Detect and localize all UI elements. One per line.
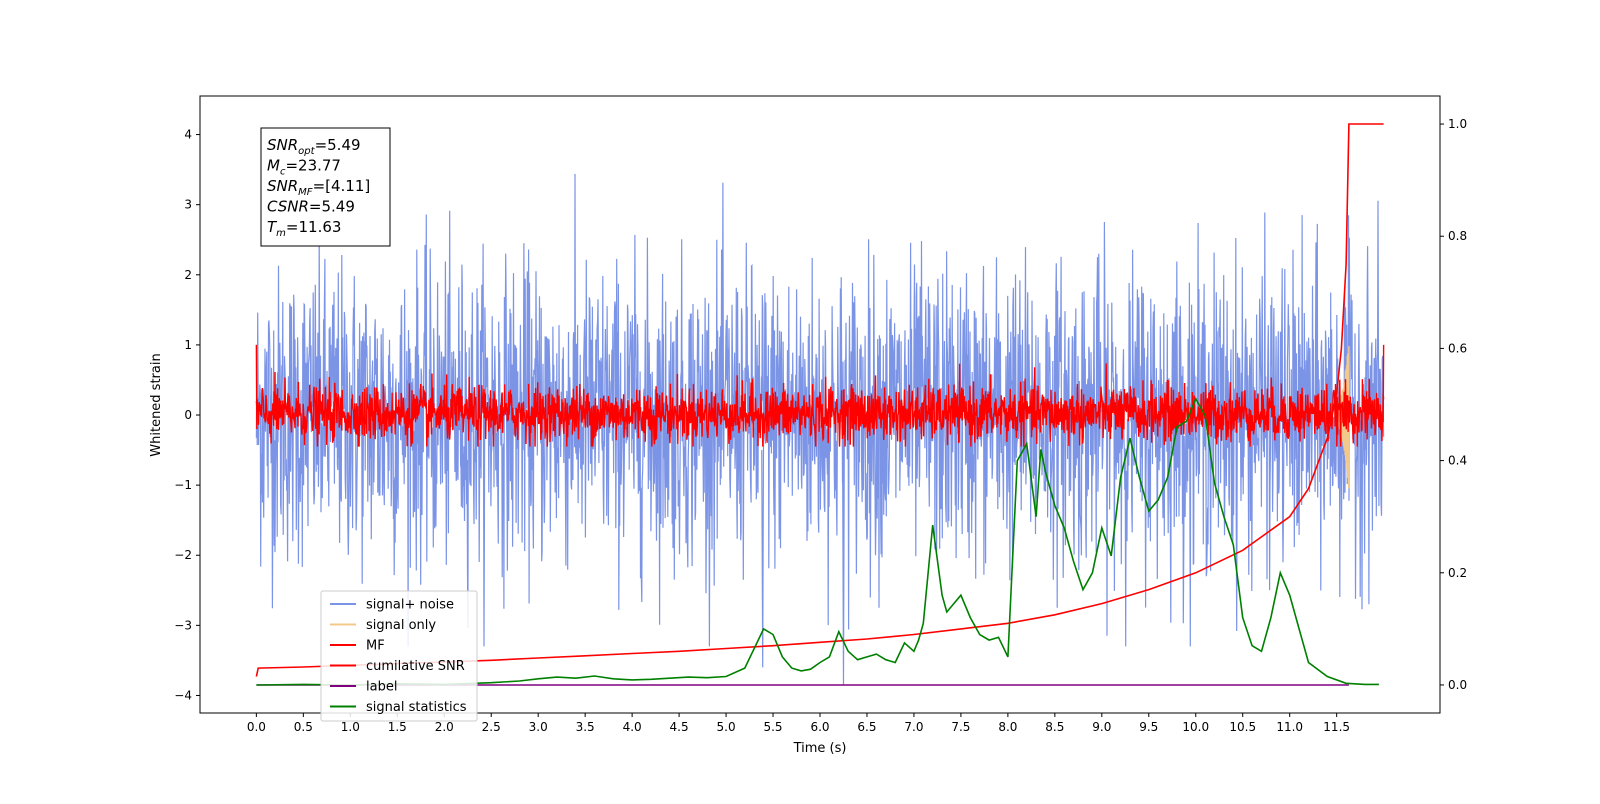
y-tick-label: −3 bbox=[174, 618, 192, 632]
y-tick-label: −2 bbox=[174, 548, 192, 562]
annotation-line: Tm=11.63 bbox=[267, 218, 341, 239]
legend-label: signal statistics bbox=[366, 700, 467, 715]
x-tick-label: 7.5 bbox=[951, 720, 970, 734]
x-tick-label: 3.5 bbox=[576, 720, 595, 734]
x-tick-label: 11.0 bbox=[1276, 720, 1303, 734]
x-tick-label: 4.0 bbox=[623, 720, 642, 734]
series-mf-edges bbox=[255, 344, 1385, 430]
series-signal-statistics-line bbox=[256, 397, 1379, 686]
series-mf-line bbox=[255, 363, 1385, 447]
annotation-frame bbox=[260, 127, 391, 247]
legend-label: signal+ noise bbox=[366, 598, 454, 613]
series-signal-only-line bbox=[1336, 346, 1350, 489]
x-tick-label: 2.5 bbox=[482, 720, 501, 734]
x-tick-label: 4.5 bbox=[670, 720, 689, 734]
x-tick-label: 5.5 bbox=[763, 720, 782, 734]
y2-tick-label: 0.8 bbox=[1448, 229, 1467, 243]
y-tick-label: 0 bbox=[184, 408, 192, 422]
y-tick-label: 4 bbox=[184, 128, 192, 142]
x-tick-label: 1.5 bbox=[388, 720, 407, 734]
annotation-line: Mc=23.77 bbox=[267, 157, 341, 178]
x-tick-label: 7.0 bbox=[904, 720, 923, 734]
x-tick-label: 2.0 bbox=[435, 720, 454, 734]
x-tick-label: 9.0 bbox=[1092, 720, 1111, 734]
x-axis-label: Time (s) bbox=[793, 741, 847, 756]
annotation-box: SNRopt=5.49Mc=23.77SNRMF=[4.11]CSNR=5.49… bbox=[260, 127, 391, 247]
x-tick-label: 0.5 bbox=[294, 720, 313, 734]
legend-label: cumilative SNR bbox=[366, 659, 465, 674]
x-tick-label: 9.5 bbox=[1139, 720, 1158, 734]
y2-tick-label: 0.4 bbox=[1448, 454, 1467, 468]
y-tick-label: 2 bbox=[184, 268, 192, 282]
x-tick-label: 10.0 bbox=[1182, 720, 1209, 734]
y2-tick-label: 1.0 bbox=[1448, 117, 1467, 131]
annotation-line: SNRMF=[4.11] bbox=[267, 177, 370, 198]
y-tick-label: 3 bbox=[184, 198, 192, 212]
annotation-line: CSNR=5.49 bbox=[267, 198, 355, 216]
x-tick-label: 6.0 bbox=[810, 720, 829, 734]
x-tick-label: 8.5 bbox=[1045, 720, 1064, 734]
x-tick-label: 8.0 bbox=[998, 720, 1017, 734]
x-tick-label: 11.5 bbox=[1323, 720, 1350, 734]
y2-tick-label: 0.0 bbox=[1448, 678, 1467, 692]
x-tick-label: 1.0 bbox=[341, 720, 360, 734]
y2-tick-label: 0.6 bbox=[1448, 341, 1467, 355]
y-tick-label: 1 bbox=[184, 338, 192, 352]
y-tick-label: −1 bbox=[174, 478, 192, 492]
x-tick-label: 6.5 bbox=[857, 720, 876, 734]
legend-label: signal only bbox=[366, 618, 436, 633]
legend-frame bbox=[320, 590, 478, 722]
x-tick-label: 0.0 bbox=[247, 720, 266, 734]
y-tick-label: −4 bbox=[174, 688, 192, 702]
legend-label: MF bbox=[366, 639, 385, 654]
x-tick-label: 10.5 bbox=[1229, 720, 1256, 734]
annotation-line: SNRopt=5.49 bbox=[267, 136, 361, 157]
x-tick-label: 5.0 bbox=[717, 720, 736, 734]
legend: signal+ noise signal only MF cumilative SNR… bbox=[320, 590, 478, 722]
y2-tick-label: 0.2 bbox=[1448, 566, 1467, 580]
y-axis-label: Whitened strain bbox=[149, 353, 164, 456]
legend-label: label bbox=[366, 680, 397, 695]
x-tick-label: 3.0 bbox=[529, 720, 548, 734]
